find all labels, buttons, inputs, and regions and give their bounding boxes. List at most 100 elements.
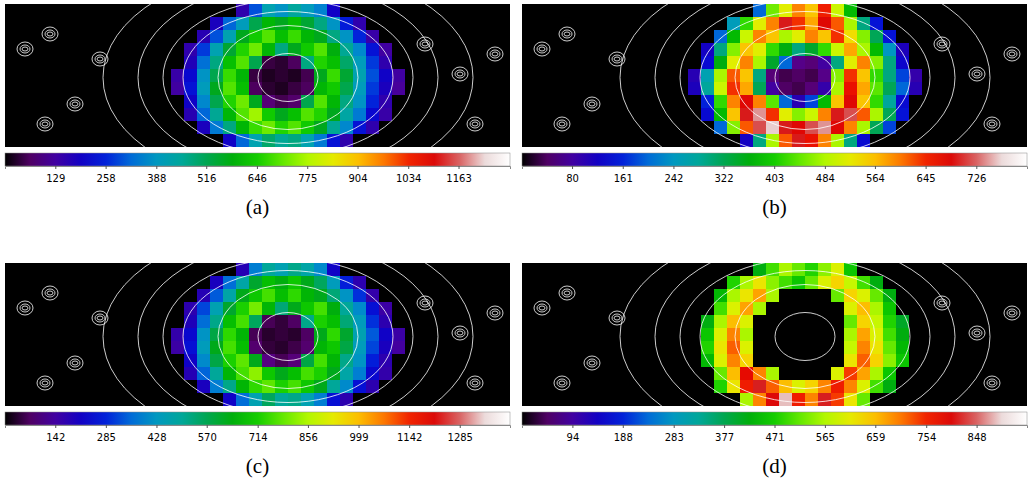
cell bbox=[883, 302, 896, 315]
tick-label: 754 bbox=[917, 432, 936, 443]
cell bbox=[844, 354, 857, 367]
tick-label: 377 bbox=[715, 432, 734, 443]
contour bbox=[163, 4, 413, 147]
contour bbox=[1004, 47, 1020, 61]
tick-label: 188 bbox=[614, 432, 633, 443]
cell bbox=[314, 17, 327, 30]
cell bbox=[197, 30, 210, 43]
cell bbox=[740, 69, 753, 82]
cell bbox=[857, 289, 870, 302]
cell bbox=[766, 56, 779, 69]
contour bbox=[559, 381, 565, 385]
contour bbox=[1004, 306, 1020, 320]
cell bbox=[366, 43, 379, 56]
cell bbox=[275, 263, 288, 276]
cell bbox=[857, 315, 870, 328]
cell bbox=[740, 17, 753, 30]
contour bbox=[138, 4, 438, 147]
contour bbox=[609, 52, 625, 66]
cell bbox=[366, 56, 379, 69]
contour bbox=[455, 70, 465, 78]
cell bbox=[288, 108, 301, 121]
cell bbox=[210, 328, 223, 341]
cell bbox=[288, 367, 301, 380]
cell bbox=[249, 367, 262, 380]
cell bbox=[740, 328, 753, 341]
cell bbox=[353, 302, 366, 315]
cell bbox=[288, 393, 301, 406]
cell bbox=[831, 263, 844, 276]
tick-mark bbox=[307, 166, 308, 169]
cell bbox=[714, 82, 727, 95]
cell bbox=[379, 367, 392, 380]
tick-label: 659 bbox=[866, 432, 885, 443]
colorbar-axis-line bbox=[523, 426, 1028, 429]
contour bbox=[95, 314, 105, 322]
tick-label: 484 bbox=[816, 173, 835, 184]
cell bbox=[301, 328, 314, 341]
contour bbox=[420, 299, 430, 307]
cell bbox=[314, 121, 327, 134]
cell bbox=[197, 82, 210, 95]
cell bbox=[223, 315, 236, 328]
cell bbox=[857, 30, 870, 43]
cell bbox=[249, 380, 262, 393]
cell bbox=[210, 367, 223, 380]
cell bbox=[340, 30, 353, 43]
tick: 80 bbox=[566, 166, 579, 184]
contour bbox=[655, 4, 955, 147]
tick-mark bbox=[460, 425, 461, 428]
cell bbox=[262, 393, 275, 406]
cell bbox=[909, 82, 922, 95]
cell bbox=[792, 263, 805, 276]
image-background bbox=[522, 263, 1027, 406]
tick: 1163 bbox=[446, 166, 471, 184]
cell bbox=[301, 263, 314, 276]
cell bbox=[366, 108, 379, 121]
contour bbox=[534, 301, 550, 315]
contour bbox=[17, 301, 33, 315]
cell bbox=[288, 341, 301, 354]
cell bbox=[857, 69, 870, 82]
tick: 94 bbox=[567, 425, 580, 443]
cell bbox=[249, 69, 262, 82]
contour bbox=[47, 291, 53, 295]
cell bbox=[197, 328, 210, 341]
cell bbox=[753, 108, 766, 121]
colorbar-axis-line bbox=[6, 426, 511, 429]
cell bbox=[701, 108, 714, 121]
cell bbox=[366, 302, 379, 315]
cell bbox=[197, 95, 210, 108]
cell bbox=[740, 315, 753, 328]
cell bbox=[779, 43, 792, 56]
contour bbox=[492, 311, 498, 315]
cell bbox=[831, 56, 844, 69]
contour bbox=[934, 37, 950, 51]
cell bbox=[818, 4, 831, 17]
cell bbox=[275, 276, 288, 289]
contour bbox=[103, 263, 473, 406]
cell bbox=[727, 17, 740, 30]
tick: 428 bbox=[147, 425, 166, 443]
tick: 856 bbox=[299, 425, 318, 443]
contour bbox=[470, 120, 480, 128]
cell bbox=[831, 43, 844, 56]
cell bbox=[831, 276, 844, 289]
cell bbox=[353, 108, 366, 121]
contour bbox=[562, 289, 572, 297]
contours bbox=[534, 263, 1020, 406]
contour bbox=[620, 4, 990, 147]
cell bbox=[714, 302, 727, 315]
contour bbox=[989, 122, 995, 126]
contour bbox=[620, 263, 990, 406]
contour bbox=[37, 117, 53, 131]
contour bbox=[417, 296, 433, 310]
cell bbox=[314, 354, 327, 367]
contour bbox=[422, 42, 428, 46]
cell bbox=[301, 82, 314, 95]
cell bbox=[766, 121, 779, 134]
cell bbox=[288, 17, 301, 30]
cell bbox=[275, 56, 288, 69]
cell bbox=[275, 341, 288, 354]
cell bbox=[727, 367, 740, 380]
